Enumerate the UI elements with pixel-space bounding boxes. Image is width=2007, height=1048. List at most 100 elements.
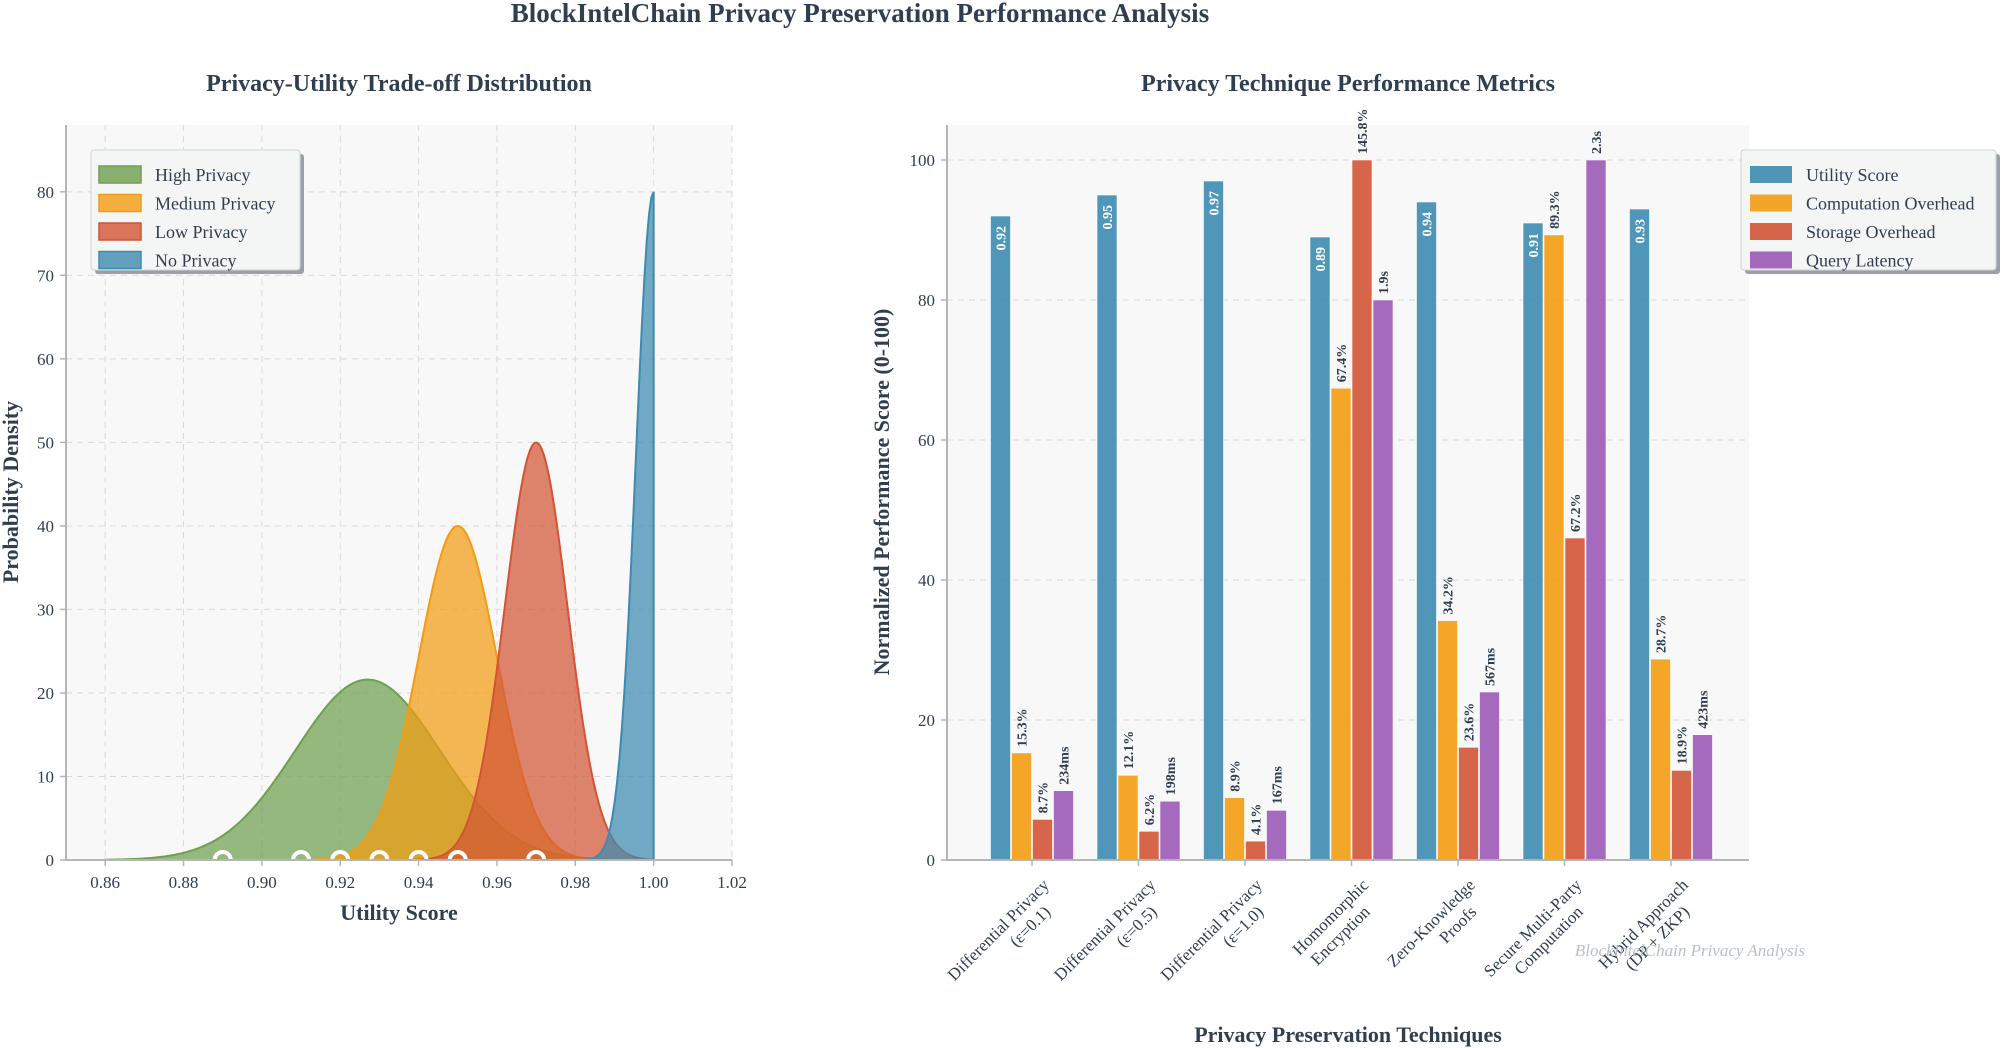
metrics-y-axis-label: Normalized Performance Score (0-100) [869,309,894,676]
density-x-tick-label: 0.88 [169,873,199,892]
metrics-bar-label-utility-score: 0.97 [1208,191,1223,216]
density-y-tick-label: 0 [46,851,55,870]
metrics-legend-label-query-latency: Query Latency [1806,251,1913,271]
density-y-tick-label: 10 [37,767,54,786]
density-x-tick-label: 0.86 [90,873,120,892]
metrics-legend-label-computation-overhead: Computation Overhead [1806,194,1974,214]
metrics-x-tick-label: Zero-KnowledgeProofs [1383,875,1493,985]
density-x-tick-label: 0.90 [247,873,277,892]
metrics-bar-label-query-latency: 198ms [1164,757,1179,796]
density-ticks: 0.86 0.88 0.90 0.92 0.94 0.96 0.98 1.00 1.02 0 10 2… [37,183,747,892]
density-legend-label-medium-privacy: Medium Privacy [155,194,275,214]
density-legend-swatch-medium-privacy [98,193,142,213]
density-x-tick-label: 0.92 [325,873,355,892]
metrics-legend: Utility Score Computation Overhead Storage… [1740,149,2000,274]
metrics-bar-computation-overhead [1650,658,1671,861]
density-legend-box [90,149,301,271]
metrics-title: Privacy Technique Performance Metrics [1141,71,1555,97]
metrics-bar-label-query-latency: 423ms [1697,690,1712,729]
metrics-bar-label-storage-overhead: 67.2% [1569,494,1584,533]
density-legend-swatch-low-privacy [98,222,142,241]
metrics-legend-box [1740,149,1997,271]
watermark: BlockIntelChain Privacy Analysis [1575,941,1805,960]
metrics-bar-query-latency [1479,691,1500,861]
metrics-bar-storage-overhead [1032,819,1053,861]
metrics-bar-label-utility-score: 0.92 [995,226,1010,251]
metrics-y-tick-label: 100 [910,151,936,170]
density-x-tick-label: 0.96 [482,873,512,892]
metrics-y-tick-label: 40 [918,571,935,590]
metrics-bar-label-computation-overhead: 34.2% [1442,576,1457,615]
metrics-y-tick-label: 60 [918,431,935,450]
metrics-bar-label-query-latency: 234ms [1058,746,1073,785]
metrics-bar-computation-overhead [1330,387,1352,861]
metrics-bar-utility-score [990,215,1011,861]
metrics-x-axis-label: Privacy Preservation Techniques [1194,1022,1502,1047]
metrics-bar-query-latency [1053,790,1074,861]
metrics-bar-label-storage-overhead: 4.1% [1250,804,1265,836]
density-x-axis-label: Utility Score [340,900,458,925]
metrics-bar-label-storage-overhead: 18.9% [1676,726,1691,765]
density-y-tick-label: 20 [37,684,54,703]
metrics-legend-swatch-storage-overhead [1750,223,1792,240]
metrics-bar-computation-overhead [1011,752,1032,861]
metrics-bar-label-utility-score: 0.89 [1314,247,1329,272]
metrics-legend-swatch-computation-overhead [1750,194,1792,212]
metrics-bar-storage-overhead [1245,840,1266,861]
metrics-bar-utility-score [1203,180,1224,861]
density-legend-swatch-high-privacy [98,165,142,184]
metrics-bar-computation-overhead [1437,620,1458,861]
metrics-legend-swatch-utility-score [1750,166,1792,183]
metrics-bar-label-storage-overhead: 8.7% [1037,782,1052,814]
metrics-panel: Privacy Technique Performance Metrics 0.… [869,71,2000,1047]
metrics-legend-swatch-query-latency [1750,251,1792,269]
density-y-tick-label: 60 [37,350,54,369]
density-title: Privacy-Utility Trade-off Distribution [206,71,592,97]
figure-suptitle: BlockIntelChain Privacy Preservation Per… [511,0,1209,28]
metrics-y-tick-label: 80 [918,291,935,310]
metrics-bar-label-computation-overhead: 15.3% [1016,708,1031,747]
metrics-bar-query-latency [1692,734,1713,861]
metrics-bar-label-utility-score: 0.93 [1634,219,1649,244]
metrics-bar-computation-overhead [1117,774,1139,861]
density-legend-label-no-privacy: No Privacy [155,251,236,271]
metrics-bar-label-utility-score: 0.91 [1527,233,1542,258]
density-legend-swatch-no-privacy [98,250,142,270]
density-legend: High Privacy Medium Privacy Low Privacy No … [90,149,304,274]
density-panel: Privacy-Utility Trade-off Distribution 0… [0,71,747,925]
metrics-bar-storage-overhead [1138,830,1160,861]
metrics-bar-query-latency [1585,159,1607,861]
metrics-bar-label-utility-score: 0.95 [1101,205,1116,230]
metrics-bar-storage-overhead [1564,537,1586,861]
density-x-tick-label: 1.00 [639,873,669,892]
metrics-bar-labels: 0.92 15.3% 8.7% 234ms 0.95 12.1% 6.2% 198ms 0.97… [995,109,1712,836]
metrics-bars [990,159,1713,861]
metrics-bar-label-utility-score: 0.94 [1421,212,1436,237]
metrics-bar-utility-score [1416,201,1437,861]
metrics-bar-label-storage-overhead: 145.8% [1356,109,1371,155]
metrics-bar-query-latency [1266,809,1287,861]
metrics-bar-utility-score [1096,194,1118,861]
density-x-tick-label: 1.02 [717,873,747,892]
density-y-axis-label: Probability Density [0,401,23,583]
metrics-x-tick-label: HomomorphicEncryption [1289,875,1387,973]
metrics-bar-query-latency [1159,800,1181,861]
metrics-bar-label-computation-overhead: 12.1% [1122,731,1137,770]
metrics-x-tick-label: Secure Multi-PartyComputation [1480,875,1600,995]
metrics-bar-label-storage-overhead: 6.2% [1143,794,1158,826]
metrics-bar-label-query-latency: 567ms [1484,647,1499,686]
density-x-tick-label: 0.94 [404,873,434,892]
metrics-bar-utility-score [1629,208,1650,861]
metrics-bar-label-query-latency: 1.9s [1377,271,1392,295]
density-y-tick-label: 40 [37,517,54,536]
metrics-y-tick-label: 20 [918,711,935,730]
metrics-x-tick-label: Differential Privacy(ε=0.5) [1050,875,1174,999]
density-y-tick-label: 70 [37,266,54,285]
metrics-bar-computation-overhead [1224,797,1245,861]
metrics-y-tick-label: 0 [927,851,936,870]
metrics-bar-computation-overhead [1543,234,1565,861]
metrics-bar-label-storage-overhead: 23.6% [1463,703,1478,742]
metrics-bar-label-computation-overhead: 67.4% [1335,344,1350,383]
density-x-tick-label: 0.98 [560,873,590,892]
